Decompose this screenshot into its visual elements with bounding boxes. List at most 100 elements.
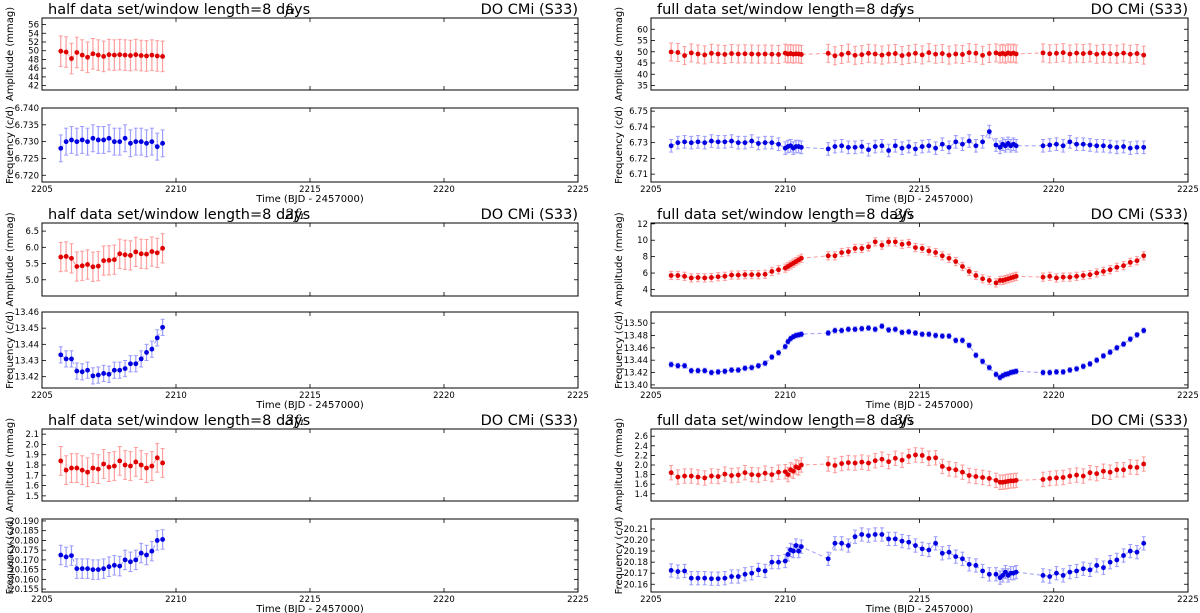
data-point [58,352,64,358]
y-tick-label: 20.21 [624,525,648,535]
panel-amp-1-1: 4 6 8 10 12 Amplitude (mmag) [614,212,1189,307]
data-point [845,144,851,150]
data-point [111,463,117,469]
axes-frame [41,311,579,389]
data-point [1013,273,1019,279]
x-tick-label: 2210 [165,391,187,401]
data-point [154,53,160,59]
data-point [69,56,74,61]
data-point [866,244,871,250]
data-point [160,245,166,251]
data-point [688,575,694,581]
x-tick-label: 2220 [433,185,455,195]
data-point [993,142,999,148]
data-point [946,144,952,150]
data-point [1134,144,1140,150]
y-tick-label: 8 [643,253,648,263]
star-label: DO CMi (S33) [1091,2,1188,18]
connecting-line [60,247,163,268]
y-tick-label: 13.44 [624,356,648,366]
data-point [63,139,69,145]
x-tick-label: 2225 [1177,595,1199,605]
y-axis-label: Frequency (c/d) [614,516,625,594]
y-tick-label: 13.42 [15,373,39,383]
data-point [1121,341,1126,347]
data-point [69,553,74,558]
data-point [58,48,64,54]
data-point [966,138,972,144]
data-point [1114,51,1120,57]
y-tick-label: 35 [637,82,648,92]
data-point [832,144,838,149]
data-point [939,464,945,469]
data-point [128,253,133,258]
data-point [825,461,831,467]
x-axis-label: Time (BJD - 2457000) [255,400,364,411]
x-tick-label: 2225 [567,595,589,605]
y-tick-label: 20.19 [624,547,648,557]
data-point [1074,472,1079,478]
data-point [1141,253,1147,259]
data-point [1114,467,1120,473]
data-point [960,469,965,475]
data-point [122,366,128,371]
data-point [785,551,791,557]
data-point [95,567,101,573]
data-point [749,365,755,371]
data-point [154,335,160,341]
data-point [756,472,761,478]
data-point [101,566,107,572]
x-tick-label: 2215 [299,185,321,195]
x-axis-label: Time (BJD - 2457000) [255,604,364,613]
data-point [866,325,871,331]
y-tick-label: 6.0 [25,243,39,253]
data-point [1114,144,1120,150]
data-point [782,344,788,350]
data-point [1107,51,1113,57]
data-point [144,140,149,146]
data-point [926,143,932,149]
data-point [749,138,755,144]
data-point [63,49,69,55]
data-point [106,464,112,470]
data-point [101,461,107,467]
data-point [117,458,123,464]
data-point [1094,471,1100,477]
data-point [128,559,133,565]
data-point [762,470,768,476]
data-point [1094,143,1100,149]
data-point [675,273,681,278]
data-point [859,532,865,537]
data-point [1134,258,1140,264]
data-point [682,139,687,145]
data-point [899,53,905,58]
y-tick-label: 6.720 [15,171,39,181]
data-point [742,470,748,476]
data-point [79,52,85,58]
data-point [892,326,898,332]
data-point [919,246,925,251]
data-point [839,52,845,57]
data-point [160,324,166,330]
data-point [1141,540,1147,546]
data-point [742,140,748,146]
data-point [1087,567,1093,573]
y-tick-label: 20.170 [9,556,39,566]
data-point [872,458,878,464]
y-axis-label: Amplitude (mmag) [5,7,16,101]
data-point [149,346,155,352]
data-point [798,255,804,261]
data-point [953,467,959,473]
data-point [133,361,139,367]
data-point [973,273,979,278]
data-point [845,326,851,332]
y-tick-label: 13.42 [624,369,648,379]
data-point [986,129,992,135]
data-point [886,536,892,542]
data-point [138,462,144,468]
y-axis-label: Amplitude (mmag) [5,212,16,306]
data-point [63,356,69,362]
data-point [722,471,728,477]
y-tick-label: 20.175 [9,546,39,556]
y-axis-label: Frequency (c/d) [614,311,625,389]
